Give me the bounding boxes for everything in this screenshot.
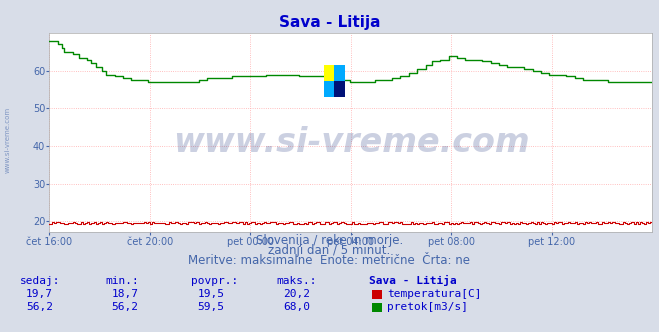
Text: 19,5: 19,5 bbox=[198, 289, 224, 299]
Bar bbox=[324, 81, 334, 97]
Bar bbox=[334, 65, 345, 81]
Text: 59,5: 59,5 bbox=[198, 302, 224, 312]
Text: 19,7: 19,7 bbox=[26, 289, 53, 299]
Bar bbox=[324, 65, 334, 81]
Text: 18,7: 18,7 bbox=[112, 289, 138, 299]
Text: www.si-vreme.com: www.si-vreme.com bbox=[173, 126, 529, 159]
Text: 56,2: 56,2 bbox=[26, 302, 53, 312]
Text: Slovenija / reke in morje.: Slovenija / reke in morje. bbox=[256, 234, 403, 247]
Text: maks.:: maks.: bbox=[277, 276, 317, 286]
Text: Sava - Litija: Sava - Litija bbox=[369, 275, 457, 286]
Text: Sava - Litija: Sava - Litija bbox=[279, 15, 380, 30]
Text: 56,2: 56,2 bbox=[112, 302, 138, 312]
Text: www.si-vreme.com: www.si-vreme.com bbox=[5, 106, 11, 173]
Text: pretok[m3/s]: pretok[m3/s] bbox=[387, 302, 468, 312]
Text: 20,2: 20,2 bbox=[283, 289, 310, 299]
Text: min.:: min.: bbox=[105, 276, 139, 286]
Text: zadnji dan / 5 minut.: zadnji dan / 5 minut. bbox=[268, 244, 391, 257]
Text: 68,0: 68,0 bbox=[283, 302, 310, 312]
Text: sedaj:: sedaj: bbox=[20, 276, 60, 286]
Text: Meritve: maksimalne  Enote: metrične  Črta: ne: Meritve: maksimalne Enote: metrične Črta… bbox=[188, 254, 471, 267]
Text: povpr.:: povpr.: bbox=[191, 276, 239, 286]
Bar bbox=[334, 81, 345, 97]
Text: temperatura[C]: temperatura[C] bbox=[387, 289, 481, 299]
